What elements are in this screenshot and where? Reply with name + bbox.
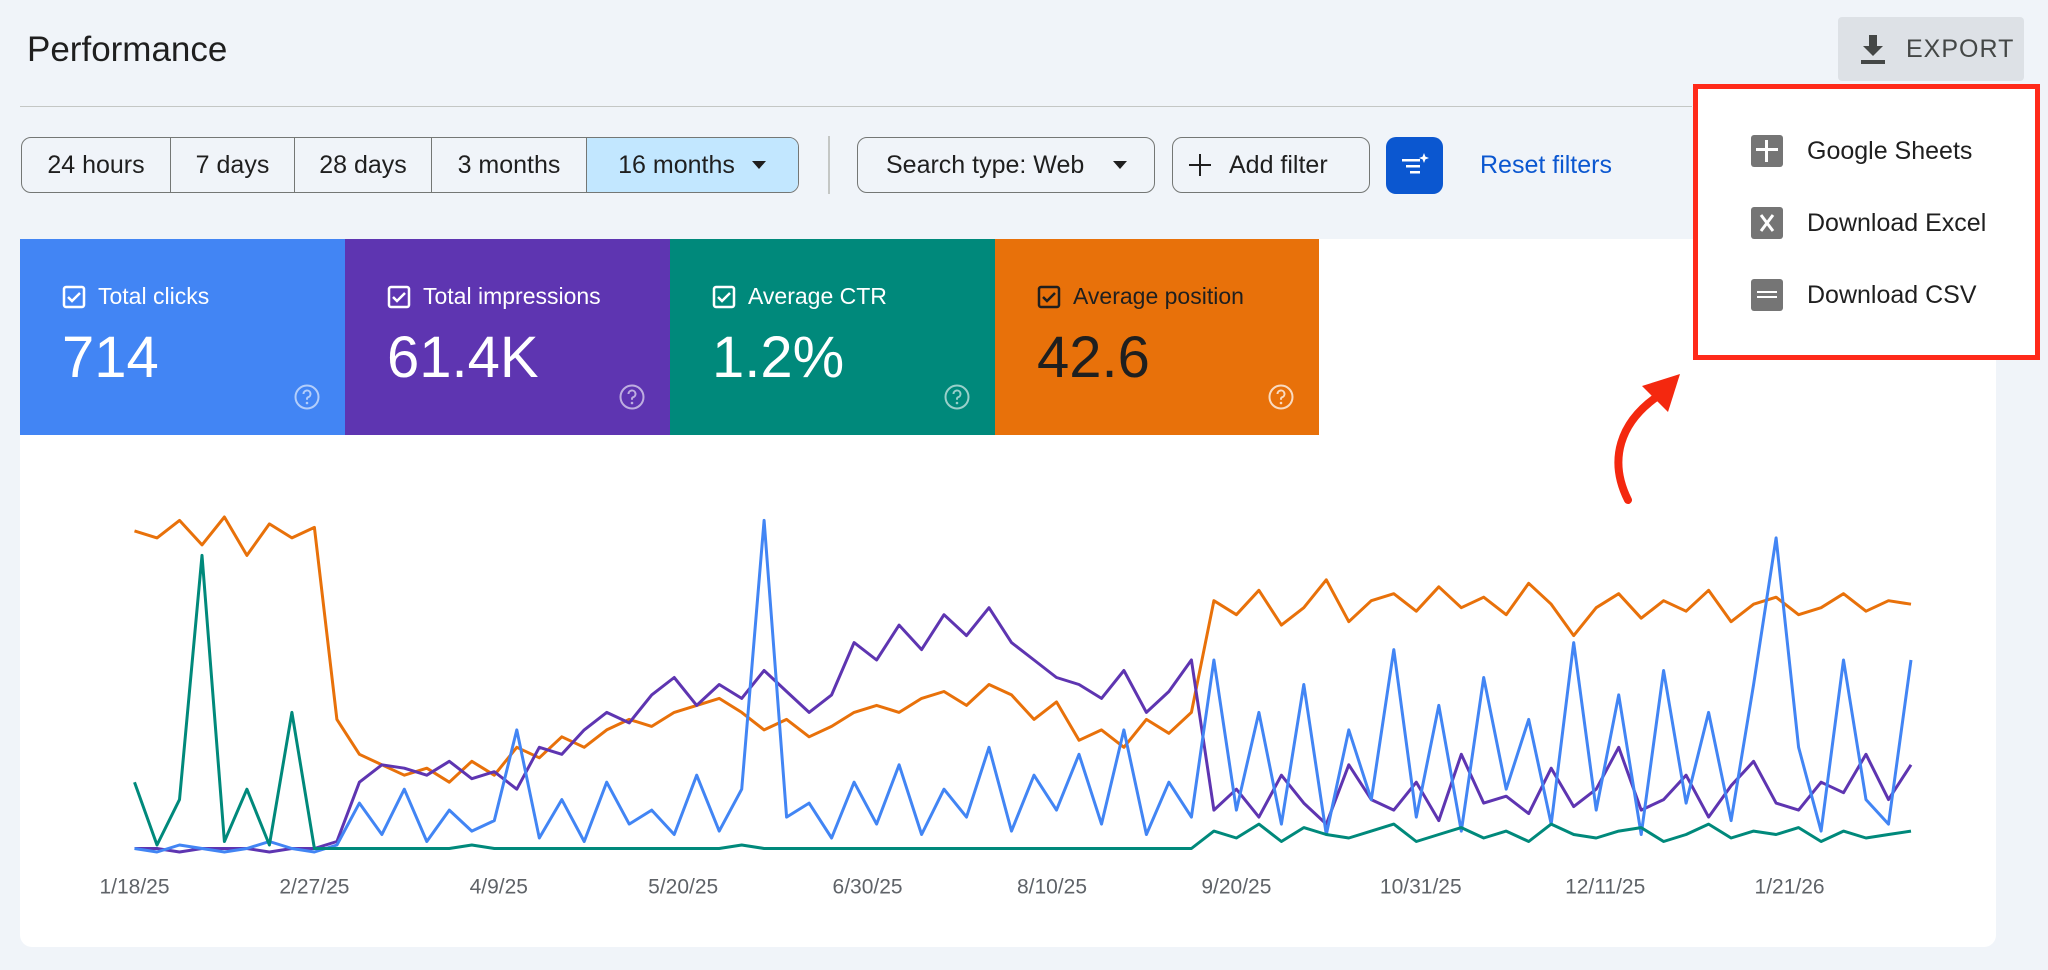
plus-icon (1187, 152, 1213, 178)
search-type-label: Search type: Web (886, 151, 1084, 180)
x-tick-label: 9/20/25 (1201, 876, 1271, 899)
excel-icon (1751, 207, 1783, 239)
x-tick-label: 6/30/25 (833, 876, 903, 899)
menu-item-label: Google Sheets (1807, 137, 1972, 166)
date-range-option[interactable]: 24 hours (22, 138, 171, 192)
caret-shape (752, 161, 766, 169)
reset-filters-link[interactable]: Reset filters (1480, 151, 1612, 180)
date-range-selector: 24 hours 7 days 28 days 3 months 16 months (21, 137, 799, 193)
caret (751, 160, 767, 170)
date-range-label: 7 days (196, 151, 270, 180)
x-tick-label: 10/31/25 (1380, 876, 1462, 899)
download-icon (1858, 33, 1888, 65)
menu-item[interactable]: Download CSV (1698, 265, 2035, 325)
x-tick-label: 2/27/25 (279, 876, 349, 899)
add-filter-button[interactable]: Add filter (1172, 137, 1370, 193)
x-tick-label: 1/18/25 (99, 876, 169, 899)
search-type-button[interactable]: Search type: Web (857, 137, 1155, 193)
divider (20, 106, 1692, 107)
x-tick-label: 4/9/25 (470, 876, 528, 899)
menu-item-label: Download CSV (1807, 281, 1977, 310)
x-tick-label: 8/10/25 (1017, 876, 1087, 899)
date-range-label: 24 hours (47, 151, 144, 180)
date-range-label: 28 days (319, 151, 407, 180)
sheets-icon (1751, 135, 1783, 167)
menu-item-label: Download Excel (1807, 209, 1986, 238)
menu-item[interactable]: Google Sheets (1698, 121, 2035, 181)
x-tick-label: 12/11/25 (1565, 876, 1645, 899)
caret (1112, 160, 1128, 170)
date-range-option[interactable]: 28 days (295, 138, 432, 192)
filter-options-button[interactable] (1386, 137, 1443, 194)
separator (828, 136, 830, 194)
date-range-label: 3 months (458, 151, 561, 180)
callout-arrow (1590, 360, 1710, 520)
x-tick-label: 5/20/25 (648, 876, 718, 899)
export-button[interactable]: EXPORT (1838, 17, 2024, 81)
menu-item[interactable]: Download Excel (1698, 193, 2035, 253)
export-label: EXPORT (1906, 35, 2014, 64)
date-range-option[interactable]: 3 months (432, 138, 587, 192)
page-title: Performance (27, 30, 227, 70)
export-menu: Google Sheets Download Excel Download CS… (1693, 84, 2040, 360)
date-range-option[interactable]: 16 months (587, 138, 798, 192)
date-range-label: 16 months (618, 151, 735, 180)
series-line (135, 520, 1912, 852)
x-tick-label: 1/21/26 (1755, 876, 1825, 899)
date-range-option[interactable]: 7 days (171, 138, 295, 192)
csv-icon (1751, 279, 1783, 311)
filter-icon (1399, 150, 1431, 182)
add-filter-label: Add filter (1229, 151, 1328, 180)
